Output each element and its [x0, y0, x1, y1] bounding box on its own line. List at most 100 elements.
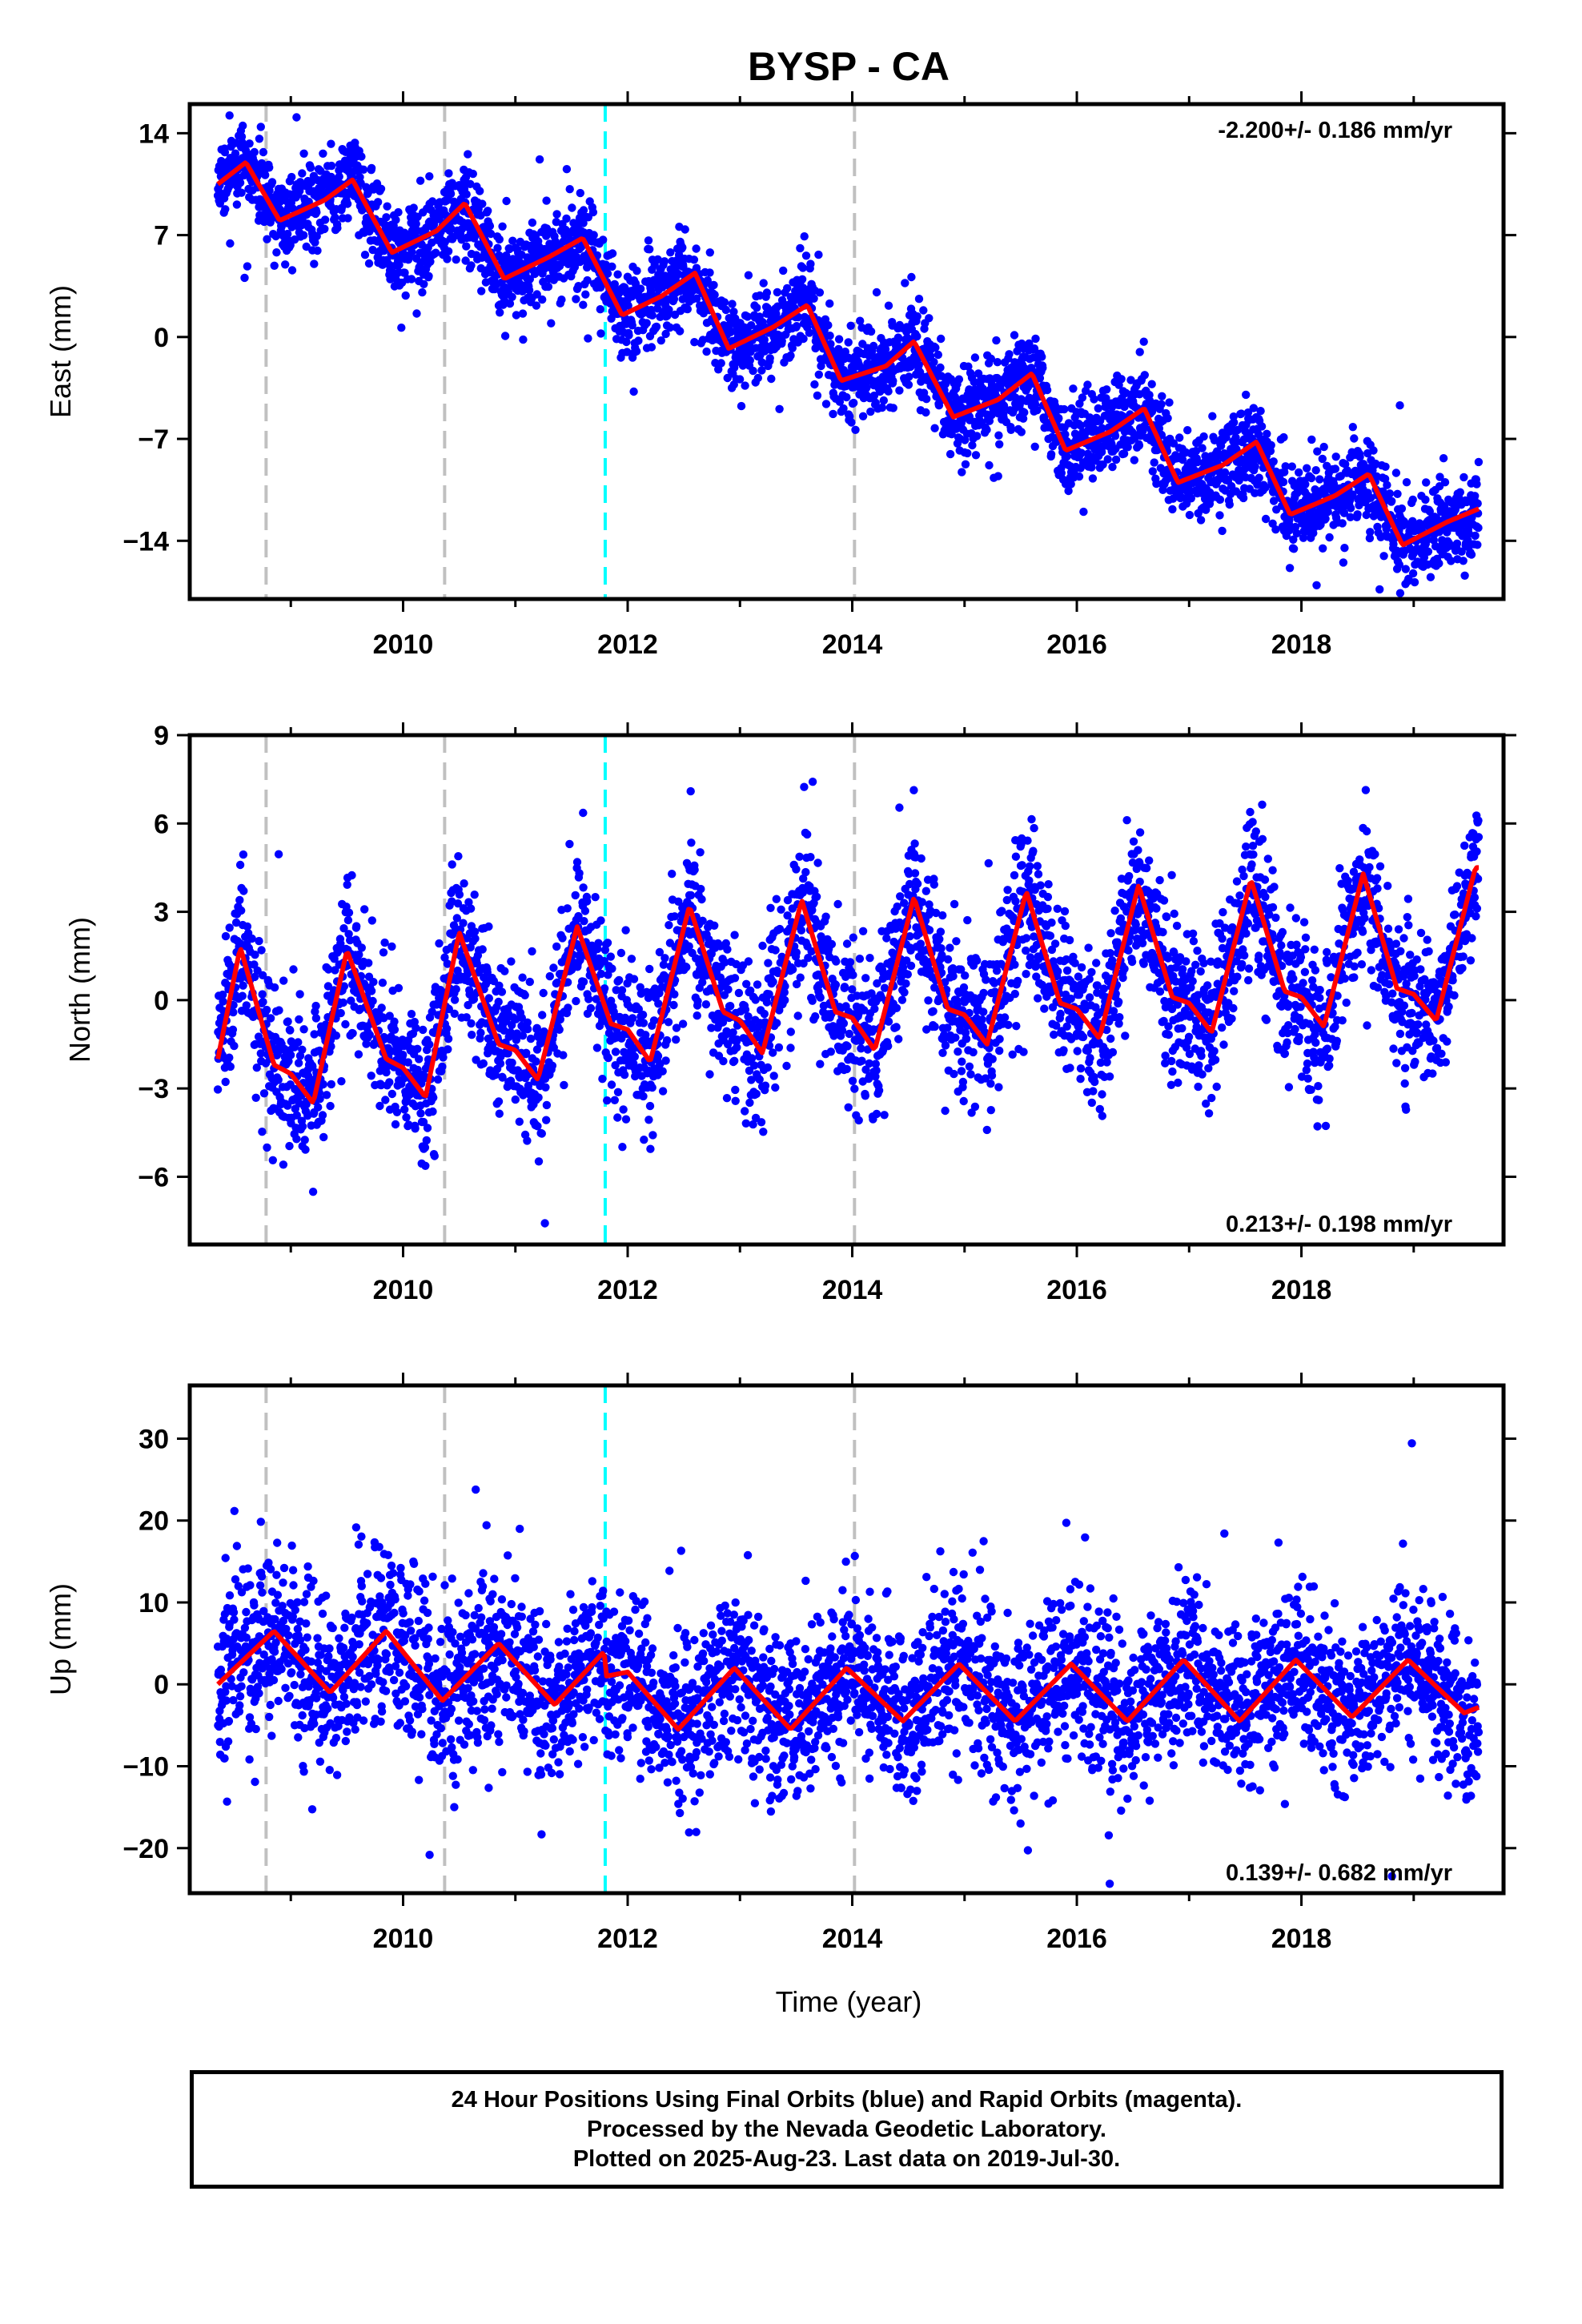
data-point — [1318, 454, 1327, 464]
velocity-label: -2.200+/- 0.186 mm/yr — [1218, 118, 1452, 143]
data-point — [472, 959, 481, 968]
data-point — [1426, 573, 1435, 581]
data-point — [565, 839, 574, 849]
data-point — [256, 123, 265, 131]
data-point — [616, 948, 626, 958]
data-point — [261, 171, 270, 179]
data-point — [783, 283, 792, 293]
data-point — [1460, 472, 1468, 482]
data-point — [665, 323, 675, 332]
data-point — [1098, 460, 1107, 469]
data-point — [583, 275, 592, 285]
data-point — [508, 1058, 516, 1068]
data-point — [580, 907, 590, 915]
data-point — [1401, 565, 1411, 573]
data-point — [545, 971, 554, 981]
x-tick-label: 2016 — [1046, 629, 1107, 660]
data-point — [576, 243, 586, 251]
data-point — [570, 263, 580, 271]
data-point — [500, 1026, 508, 1035]
data-point — [617, 986, 627, 995]
data-point — [565, 185, 574, 194]
data-point — [581, 290, 590, 299]
data-point — [1157, 400, 1166, 408]
data-point — [777, 336, 786, 346]
data-point — [879, 396, 889, 405]
data-point — [344, 930, 353, 939]
data-point — [608, 262, 616, 271]
data-point — [615, 975, 624, 985]
data-point — [575, 869, 584, 878]
data-point — [450, 995, 460, 1004]
data-point — [532, 1045, 542, 1054]
data-point — [552, 978, 562, 987]
data-point — [444, 169, 453, 178]
data-point — [1456, 488, 1465, 497]
data-point — [339, 982, 349, 991]
plot-area — [213, 735, 1484, 1244]
data-point — [1303, 464, 1311, 472]
data-point — [467, 1019, 476, 1028]
data-point — [1287, 462, 1297, 471]
data-point — [579, 206, 588, 215]
data-point — [1397, 504, 1407, 513]
daily-points — [213, 111, 1484, 597]
data-point — [306, 163, 315, 172]
data-point — [1020, 408, 1029, 417]
data-point — [598, 1075, 607, 1084]
data-point — [834, 335, 844, 344]
data-point — [809, 294, 818, 303]
data-point — [1005, 350, 1014, 359]
data-point — [1271, 525, 1280, 534]
data-point — [322, 1091, 331, 1100]
data-point — [225, 111, 234, 120]
figure-title: BYSP - CA — [748, 44, 950, 89]
data-point — [562, 214, 571, 223]
data-point — [326, 1101, 335, 1111]
data-point — [533, 1122, 542, 1131]
data-point — [613, 1113, 622, 1122]
data-point — [486, 229, 496, 239]
data-point — [1110, 432, 1120, 440]
data-point — [922, 395, 931, 404]
data-point — [753, 373, 762, 383]
data-point — [528, 947, 536, 956]
data-point — [287, 266, 297, 275]
data-point — [670, 912, 679, 921]
data-point — [320, 224, 329, 233]
data-point — [493, 243, 502, 252]
data-point — [659, 960, 669, 969]
data-point — [1350, 434, 1359, 443]
data-point — [298, 1045, 307, 1055]
data-point — [801, 251, 811, 260]
data-point — [539, 988, 548, 998]
data-point — [839, 404, 848, 413]
data-point — [1365, 533, 1375, 543]
data-point — [312, 231, 321, 241]
data-point — [464, 898, 473, 907]
data-point — [638, 1011, 648, 1019]
data-point — [862, 384, 871, 392]
data-point — [1289, 545, 1299, 553]
data-point — [213, 1085, 223, 1094]
data-point — [279, 976, 288, 985]
data-point — [661, 329, 670, 339]
data-point — [298, 1122, 307, 1131]
data-point — [1139, 337, 1148, 346]
data-point — [1435, 559, 1443, 568]
data-point — [1471, 492, 1480, 501]
data-point — [1395, 401, 1404, 410]
data-point — [1473, 541, 1482, 549]
data-point — [532, 290, 541, 299]
data-point — [452, 985, 460, 994]
data-point — [484, 207, 492, 215]
data-point — [289, 965, 298, 974]
data-point — [391, 215, 400, 224]
data-point — [653, 255, 662, 264]
data-point — [668, 870, 677, 879]
data-point — [339, 998, 347, 1007]
data-point — [1035, 374, 1045, 383]
data-point — [494, 1097, 504, 1106]
data-point — [931, 343, 940, 352]
data-point — [664, 1018, 673, 1027]
